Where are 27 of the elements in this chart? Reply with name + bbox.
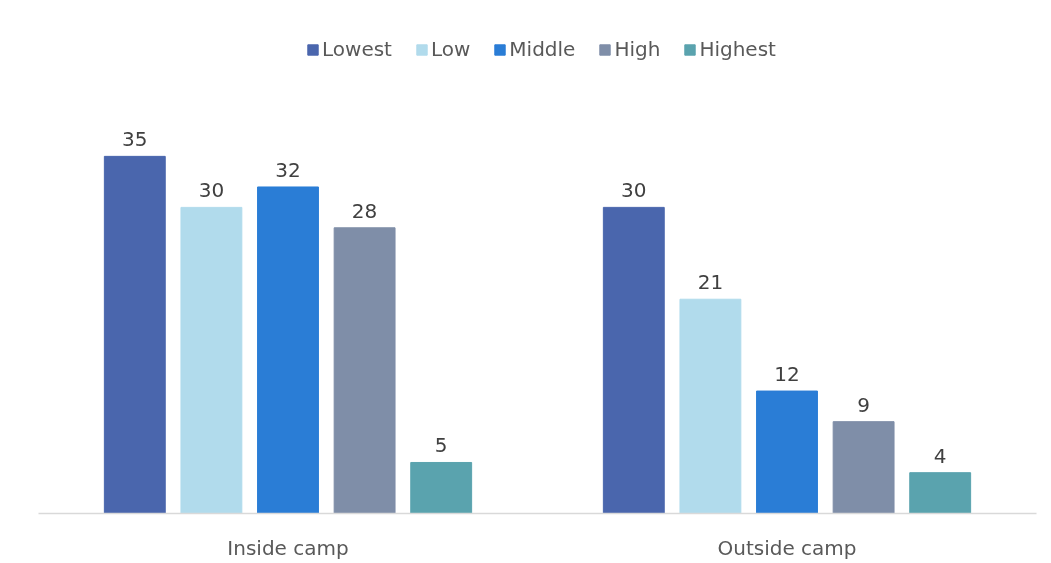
bar bbox=[602, 206, 665, 514]
data-label: 21 bbox=[697, 270, 724, 295]
bar bbox=[103, 155, 166, 514]
data-label: 30 bbox=[621, 178, 647, 203]
bar bbox=[756, 390, 818, 514]
data-label: 28 bbox=[351, 198, 378, 223]
legend-label: Lowest bbox=[322, 37, 392, 61]
bar bbox=[909, 472, 972, 514]
data-label: 35 bbox=[122, 127, 148, 152]
data-label: 30 bbox=[198, 178, 225, 203]
bar bbox=[333, 227, 396, 514]
x-tick-label: Outside camp bbox=[717, 535, 857, 560]
bar bbox=[679, 298, 742, 514]
legend-label: Middle bbox=[509, 37, 576, 61]
data-label: 9 bbox=[857, 392, 870, 417]
data-label: 12 bbox=[774, 362, 800, 387]
bar bbox=[410, 461, 473, 514]
bar bbox=[257, 186, 319, 514]
legend-label: Low bbox=[430, 37, 471, 61]
bar bbox=[832, 421, 895, 514]
data-label: 4 bbox=[933, 443, 947, 468]
x-tick-label: Inside camp bbox=[227, 535, 349, 560]
bar bbox=[180, 206, 243, 514]
legend-label: High bbox=[614, 37, 661, 61]
data-label: 32 bbox=[275, 157, 301, 182]
data-label: 5 bbox=[434, 433, 448, 458]
legend-label: Highest bbox=[699, 37, 776, 61]
